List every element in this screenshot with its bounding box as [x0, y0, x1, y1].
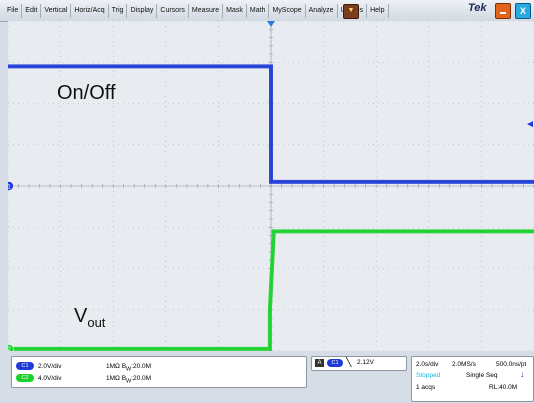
menu-analyze[interactable]: Analyze [306, 4, 338, 18]
channel-2-scale: 4.0V/div [38, 375, 62, 382]
minimize-icon [500, 12, 506, 14]
menu-list: File Edit Vertical Horiz/Acq Trig Displa… [4, 4, 389, 18]
trigger-level: 2.12V [357, 359, 374, 366]
channel-1-ground-marker [8, 181, 14, 191]
brand-logo: Tek [468, 2, 487, 14]
waveform-label-vout: Vout [74, 305, 105, 330]
sample-rate: 2.0MS/s [452, 361, 476, 368]
trace-layer [8, 64, 534, 351]
acquisition-count: 1 acqs [416, 384, 436, 391]
marker-layer: 12 [8, 21, 533, 351]
channel-2-impedance-value: 1MΩ [106, 375, 120, 382]
trigger-level-marker [527, 121, 533, 128]
trigger-readout-panel[interactable]: A C1 ╲ 2.12V [311, 356, 407, 371]
channel-1-scale: 2.0V/div [38, 363, 62, 370]
chevron-down-icon: ▼ [347, 7, 355, 14]
close-button[interactable]: X [515, 3, 531, 19]
channel-2-bw-sub: W [126, 378, 132, 385]
menu-dropdown-button[interactable]: ▼ [343, 4, 359, 19]
waveform-label-on-off: On/Off [57, 82, 116, 104]
menu-display[interactable]: Display [127, 4, 158, 18]
minimize-button[interactable] [495, 3, 511, 19]
time-per-point: 500.0ns/pt [496, 361, 527, 368]
channel-1-ground-label: 1 [8, 183, 11, 190]
channel-readout-panel[interactable]: C1 2.0V/div 1MΩ BW:20.0M C2 4.0V/div 1MΩ… [11, 356, 307, 388]
trigger-position-marker [267, 21, 275, 27]
channel-1-bw-value: :20.0M [131, 363, 152, 370]
menu-edit[interactable]: Edit [22, 4, 42, 18]
vout-sub: out [87, 315, 106, 330]
trace-channel-2-core [8, 230, 534, 350]
arrow-down-icon: ↓ [520, 369, 525, 379]
record-length: RL:40.0M [489, 384, 518, 391]
acquisition-state: Stopped [416, 372, 441, 379]
waveform-graticule[interactable]: 12 [8, 21, 534, 351]
vout-main: V [74, 305, 88, 327]
horizontal-scale: 2.0s/div [416, 361, 439, 368]
status-area: C1 2.0V/div 1MΩ BW:20.0M C2 4.0V/div 1MΩ… [8, 353, 534, 403]
acquisition-mode[interactable]: Single Seq [466, 372, 498, 379]
channel-2-bw-prefix: B [121, 375, 127, 382]
trigger-icon: A [315, 359, 324, 367]
menu-measure[interactable]: Measure [189, 4, 224, 18]
channel-1-badge[interactable]: C1 [16, 362, 34, 370]
channel-2-ground-marker [8, 344, 14, 351]
channel-2-ground-label: 2 [8, 346, 11, 351]
menu-myscope[interactable]: MyScope [269, 4, 306, 18]
menu-trig[interactable]: Trig [109, 4, 128, 18]
timebase-readout-panel[interactable]: 2.0s/div 2.0MS/s 500.0ns/pt Stopped Sing… [411, 356, 534, 402]
menu-vertical[interactable]: Vertical [41, 4, 72, 18]
menu-bar: File Edit Vertical Horiz/Acq Trig Displa… [0, 0, 534, 22]
menu-file[interactable]: File [4, 4, 23, 18]
channel-2-bw-value: :20.0M [131, 375, 152, 382]
menu-cursors[interactable]: Cursors [157, 4, 189, 18]
trigger-source-badge[interactable]: C1 [327, 359, 343, 367]
close-icon: X [519, 6, 526, 16]
channel-1-impedance: 1MΩ BW:20.0M [106, 362, 151, 374]
menu-horiz-acq[interactable]: Horiz/Acq [71, 4, 109, 18]
menu-math[interactable]: Math [247, 4, 270, 18]
falling-edge-icon: ╲ [346, 357, 352, 367]
menu-mask[interactable]: Mask [223, 4, 247, 18]
channel-2-impedance: 1MΩ BW:20.0M [106, 374, 151, 386]
channel-2-badge[interactable]: C2 [16, 374, 34, 382]
channel-1-bw-prefix: B [121, 363, 127, 370]
channel-1-impedance-value: 1MΩ [106, 363, 120, 370]
menu-help[interactable]: Help [367, 4, 389, 18]
channel-1-bw-sub: W [126, 366, 132, 373]
trace-channel-1-core [8, 65, 534, 183]
